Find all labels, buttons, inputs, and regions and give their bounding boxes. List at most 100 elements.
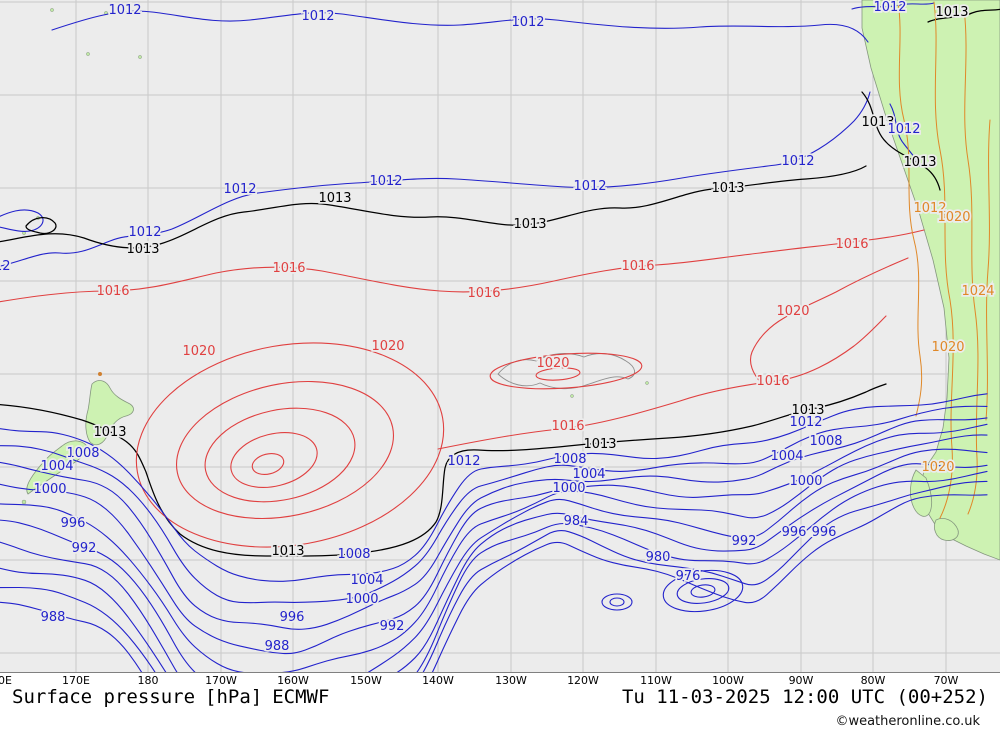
page-title: Surface pressure	[12, 686, 196, 708]
isobar-high-ring	[251, 453, 285, 475]
pressure-map-area: 1012 1012 1012 1012 1013 1012 1012 1013 1012 1012…	[0, 0, 1000, 672]
lon-tick-label: 150W	[350, 674, 382, 687]
isobar-line	[0, 434, 988, 672]
model-label: ECMWF	[272, 686, 330, 708]
pressure-map-svg: 1012 1012 1012 1012 1013 1012 1012 1013 1012 1012…	[0, 0, 1000, 672]
isobar-label: 992	[732, 534, 757, 549]
longitude-axis: 160E 170E 180 170W 160W 150W 140W 130W 120W 110W 1…	[0, 674, 1000, 687]
isobar-1020-island-cell	[489, 352, 643, 390]
isobar-label: 1012	[0, 259, 11, 274]
isobar-label: 1012	[873, 0, 906, 15]
isobars-southern-ocean	[0, 393, 988, 672]
coastline-new-zealand-south	[26, 440, 89, 495]
isobar-label: 1013	[318, 191, 351, 206]
isobar-1020-high-ring	[135, 342, 445, 548]
isobar-label: 1008	[809, 434, 842, 449]
isobar-label: 1020	[776, 304, 809, 319]
isobar-label: 996	[782, 525, 807, 540]
isobar-label: 1000	[552, 481, 585, 496]
isobar-label: 1012	[781, 154, 814, 169]
isobar-label: 1004	[40, 459, 73, 474]
isobar-low-ring	[662, 569, 744, 613]
isobar-line	[0, 423, 988, 655]
isobar-1013-andes	[861, 91, 941, 191]
isobar-label: 1012	[128, 225, 161, 240]
isobar-line	[0, 494, 988, 672]
lon-tick-label: 130W	[495, 674, 527, 687]
isobar-label: 1012	[511, 15, 544, 30]
isobar-line	[0, 463, 988, 672]
isobar-1020-east	[749, 257, 909, 387]
chart-footer: 160E 170E 180 170W 160W 150W 140W 130W 120W 110W 1…	[0, 672, 1000, 733]
small-island	[22, 231, 26, 235]
lon-tick-label: 100W	[712, 674, 744, 687]
isobar-label: 1013	[791, 403, 824, 418]
lon-tick-label: 90W	[788, 674, 814, 687]
isobar-1012-andes	[889, 103, 921, 167]
isobar-label: 1016	[621, 259, 654, 274]
isobar-label: 1020	[536, 356, 569, 371]
isobar-label: 1004	[572, 467, 605, 482]
lon-tick-label: 170W	[205, 674, 237, 687]
coastline-tierra-del-fuego	[934, 518, 959, 541]
island-chain-outline	[497, 353, 635, 390]
lon-tick-label: 70W	[933, 674, 959, 687]
isobar-line	[0, 405, 988, 604]
isobar-label: 1013	[93, 425, 126, 440]
isobar-1013-upper	[0, 165, 867, 249]
coastline-south-america	[861, 0, 1000, 561]
isobar-label: 996	[812, 525, 837, 540]
isobar-label: 984	[564, 514, 589, 529]
isobar-label: 1000	[789, 474, 822, 489]
isobar-label: 1008	[337, 547, 370, 562]
copyright-label: ©weatheronline.co.uk	[835, 714, 980, 729]
isobar-1012-top-corner	[851, 2, 935, 10]
isobar-1013-small-loop	[25, 217, 57, 235]
isobar-label: 1016	[756, 374, 789, 389]
isobar-line	[0, 417, 988, 630]
lon-tick-label: 120W	[567, 674, 599, 687]
small-island	[86, 52, 90, 56]
small-island	[50, 8, 54, 12]
isobar-label: 1016	[835, 237, 868, 252]
isobar-label: 1000	[33, 482, 66, 497]
isobar-label: 996	[280, 610, 305, 625]
lon-tick-label: 160E	[0, 674, 12, 687]
isobar-high-ring	[204, 407, 356, 503]
andes-contour	[897, 1, 923, 417]
units-label: [hPa]	[205, 686, 263, 708]
small-island	[570, 394, 574, 398]
isobar-label: 1012	[301, 9, 334, 24]
coastline-new-zealand-north	[85, 380, 134, 446]
isobar-label: 992	[380, 619, 405, 634]
andes-contour	[963, 7, 979, 515]
andes-contour	[985, 119, 991, 421]
isobar-label: 1004	[770, 449, 803, 464]
isobar-label: 1020	[931, 340, 964, 355]
isobar-label: 1000	[345, 592, 378, 607]
isobar-label: 1008	[553, 452, 586, 467]
isobar-low-ring	[609, 597, 625, 607]
isobar-label: 1012	[369, 174, 402, 189]
isobars-static	[0, 1, 1000, 613]
isobar-high-ring	[175, 380, 395, 520]
isobar-label: 1012	[447, 454, 480, 469]
isobar-low-ring	[676, 578, 730, 604]
isobar-label: 1013	[861, 115, 894, 130]
isobar-1013-lower	[0, 383, 887, 557]
isobar-label: 1016	[467, 286, 500, 301]
isobar-line	[0, 470, 988, 672]
isobar-1016-lower	[437, 315, 887, 450]
isobar-label: 976	[676, 569, 701, 584]
isobar-label: 1016	[272, 261, 305, 276]
andes-contour	[933, 1, 954, 519]
lon-tick-label: 180	[137, 674, 159, 687]
isobar-label: 1012	[573, 179, 606, 194]
isobar-label: 1024	[961, 284, 994, 299]
lon-tick-label: 160W	[277, 674, 309, 687]
small-island	[645, 381, 649, 385]
isobar-label: 1020	[371, 339, 404, 354]
isobar-label: 1013	[271, 544, 304, 559]
isobar-label: 988	[41, 610, 66, 625]
